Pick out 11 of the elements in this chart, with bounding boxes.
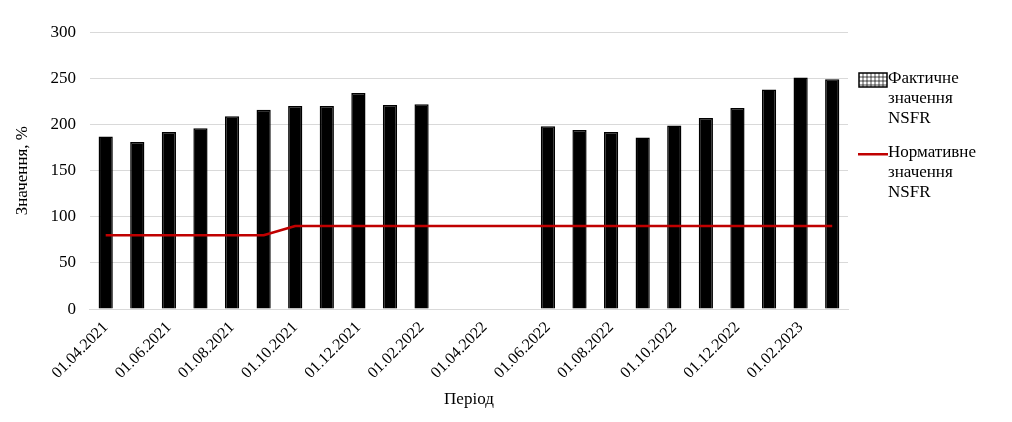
y-axis-title: Значення, % [11, 126, 31, 216]
y-tick-label: 50 [58, 252, 76, 272]
y-tick-label: 0 [67, 298, 76, 318]
y-tick-label: 300 [50, 21, 76, 41]
y-tick-label: 100 [50, 206, 76, 226]
y-tick-label: 250 [50, 67, 76, 87]
legend-label: Нормативне значення NSFR [888, 142, 977, 202]
x-axis-title: Період [444, 389, 495, 409]
y-tick-label: 150 [50, 160, 76, 180]
legend-label: Фактичне значення NSFR [888, 68, 960, 128]
y-tick-label: 200 [50, 113, 76, 133]
